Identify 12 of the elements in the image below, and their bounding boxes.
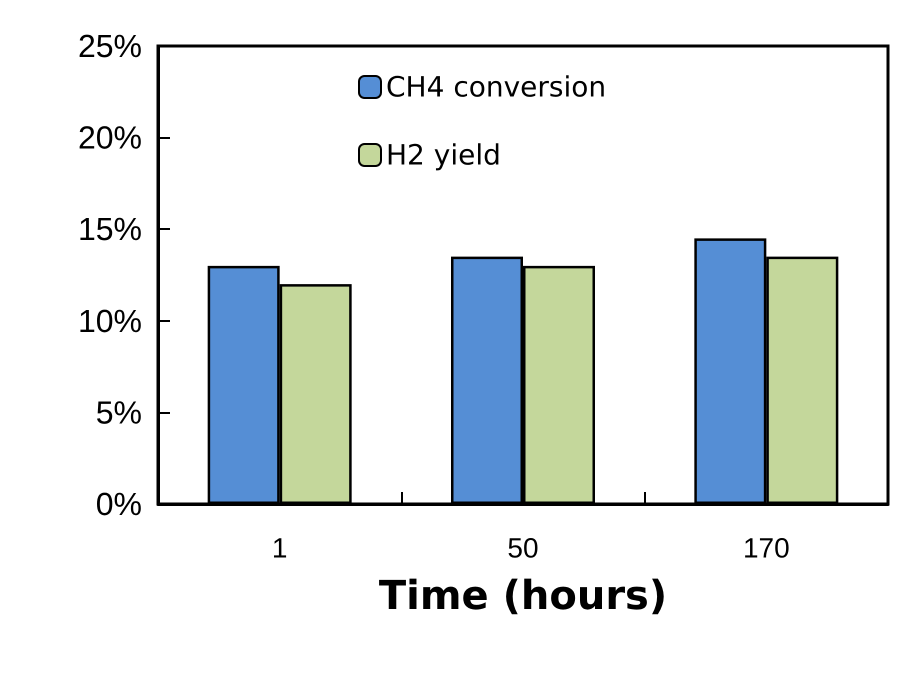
legend-label: CH4 conversion: [386, 70, 606, 104]
y-tick-label: 0%: [96, 486, 142, 522]
y-tick-label: 25%: [78, 28, 142, 64]
legend-label: H2 yield: [386, 138, 501, 172]
x-tick-label: 1: [272, 532, 288, 564]
x-axis-title: Time (hours): [378, 573, 668, 619]
x-tick-label: 50: [507, 532, 539, 564]
y-tick-label: 15%: [78, 211, 142, 248]
x-tick-label: 170: [742, 532, 790, 564]
y-tick-label: 10%: [78, 302, 142, 339]
y-tick-label: 20%: [78, 120, 142, 156]
y-tick-label: 5%: [96, 394, 142, 430]
